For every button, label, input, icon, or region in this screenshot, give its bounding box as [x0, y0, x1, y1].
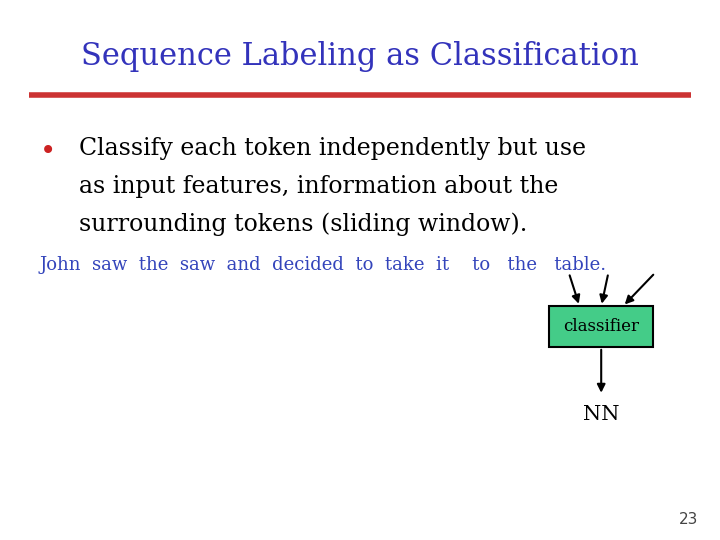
FancyBboxPatch shape: [549, 306, 654, 347]
Text: surrounding tokens (sliding window).: surrounding tokens (sliding window).: [79, 212, 528, 236]
Text: Sequence Labeling as Classification: Sequence Labeling as Classification: [81, 41, 639, 72]
Text: NN: NN: [583, 405, 619, 424]
Text: John  saw  the  saw  and  decided  to  take  it    to   the   table.: John saw the saw and decided to take it …: [40, 255, 607, 274]
Text: classifier: classifier: [563, 318, 639, 335]
Text: •: •: [40, 137, 56, 165]
Text: 23: 23: [679, 511, 698, 526]
Text: Classify each token independently but use: Classify each token independently but us…: [79, 137, 586, 160]
Text: as input features, information about the: as input features, information about the: [79, 175, 559, 198]
